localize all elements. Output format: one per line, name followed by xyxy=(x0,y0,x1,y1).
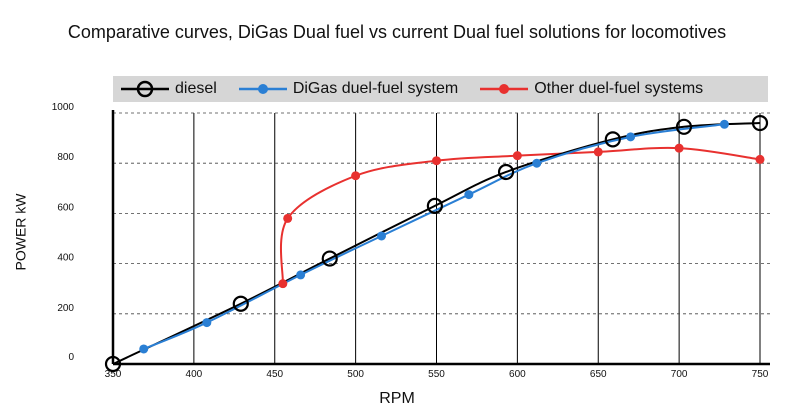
data-point-diesel xyxy=(497,163,515,181)
data-point-diesel xyxy=(751,114,769,132)
legend-item-digas: DiGas duel-fuel system xyxy=(238,79,459,99)
data-point-digas xyxy=(139,344,149,354)
data-point-digas xyxy=(296,270,306,280)
data-point-digas xyxy=(377,231,387,241)
y-axis-label: POWER kW xyxy=(12,193,29,271)
data-point-diesel xyxy=(232,295,249,312)
legend-swatch-digas xyxy=(238,84,287,94)
data-point-digas xyxy=(532,158,542,168)
data-point-diesel xyxy=(604,131,621,148)
legend-swatch-diesel xyxy=(121,80,169,98)
y-tick-label: 800 xyxy=(57,152,74,163)
y-tick-label: 0 xyxy=(68,352,74,363)
data-point-digas xyxy=(464,190,474,200)
series-line-other xyxy=(279,146,761,284)
data-point-diesel xyxy=(321,250,338,267)
y-tick-label: 400 xyxy=(57,253,74,264)
x-tick-label: 600 xyxy=(509,369,526,380)
legend-item-diesel: diesel xyxy=(121,79,217,99)
data-point-other xyxy=(512,151,522,161)
data-point-diesel xyxy=(675,118,693,135)
legend-item-other: Other duel-fuel systems xyxy=(480,79,703,99)
x-tick-label: 400 xyxy=(186,369,203,380)
series-line-diesel xyxy=(112,122,761,365)
data-point-other xyxy=(674,143,684,153)
data-point-diesel xyxy=(426,197,443,214)
data-point-digas xyxy=(202,318,212,328)
data-point-other xyxy=(593,147,603,157)
legend-swatch-other xyxy=(480,84,529,94)
x-tick-label: 750 xyxy=(752,369,769,380)
data-point-diesel xyxy=(104,355,122,373)
x-tick-label: 650 xyxy=(590,369,607,380)
x-tick-label: 350 xyxy=(105,369,122,380)
x-tick-label: 450 xyxy=(266,369,283,380)
x-tick-label: 550 xyxy=(428,369,445,380)
data-point-digas xyxy=(719,119,729,129)
legend: diesel DiGas duel-fuel system Other duel… xyxy=(113,76,768,102)
data-point-other xyxy=(278,279,288,289)
legend-label-diesel: diesel xyxy=(175,80,217,97)
legend-label-digas: DiGas duel-fuel system xyxy=(292,80,459,97)
data-point-digas xyxy=(626,132,636,142)
legend-label-other: Other duel-fuel systems xyxy=(534,80,704,97)
x-axis-label: RPM xyxy=(379,390,415,407)
y-tick-label: 200 xyxy=(57,303,74,314)
data-point-other xyxy=(432,156,441,166)
y-tick-label: 600 xyxy=(57,202,74,213)
y-tick-label: 1000 xyxy=(52,102,75,113)
data-point-other xyxy=(351,171,361,181)
series-line-digas xyxy=(143,123,725,350)
x-tick-label: 500 xyxy=(347,369,364,380)
chart-title: Comparative curves, DiGas Dual fuel vs c… xyxy=(67,22,727,42)
x-tick-label: 700 xyxy=(671,369,688,380)
data-point-other xyxy=(283,213,293,223)
data-point-other xyxy=(755,154,765,164)
